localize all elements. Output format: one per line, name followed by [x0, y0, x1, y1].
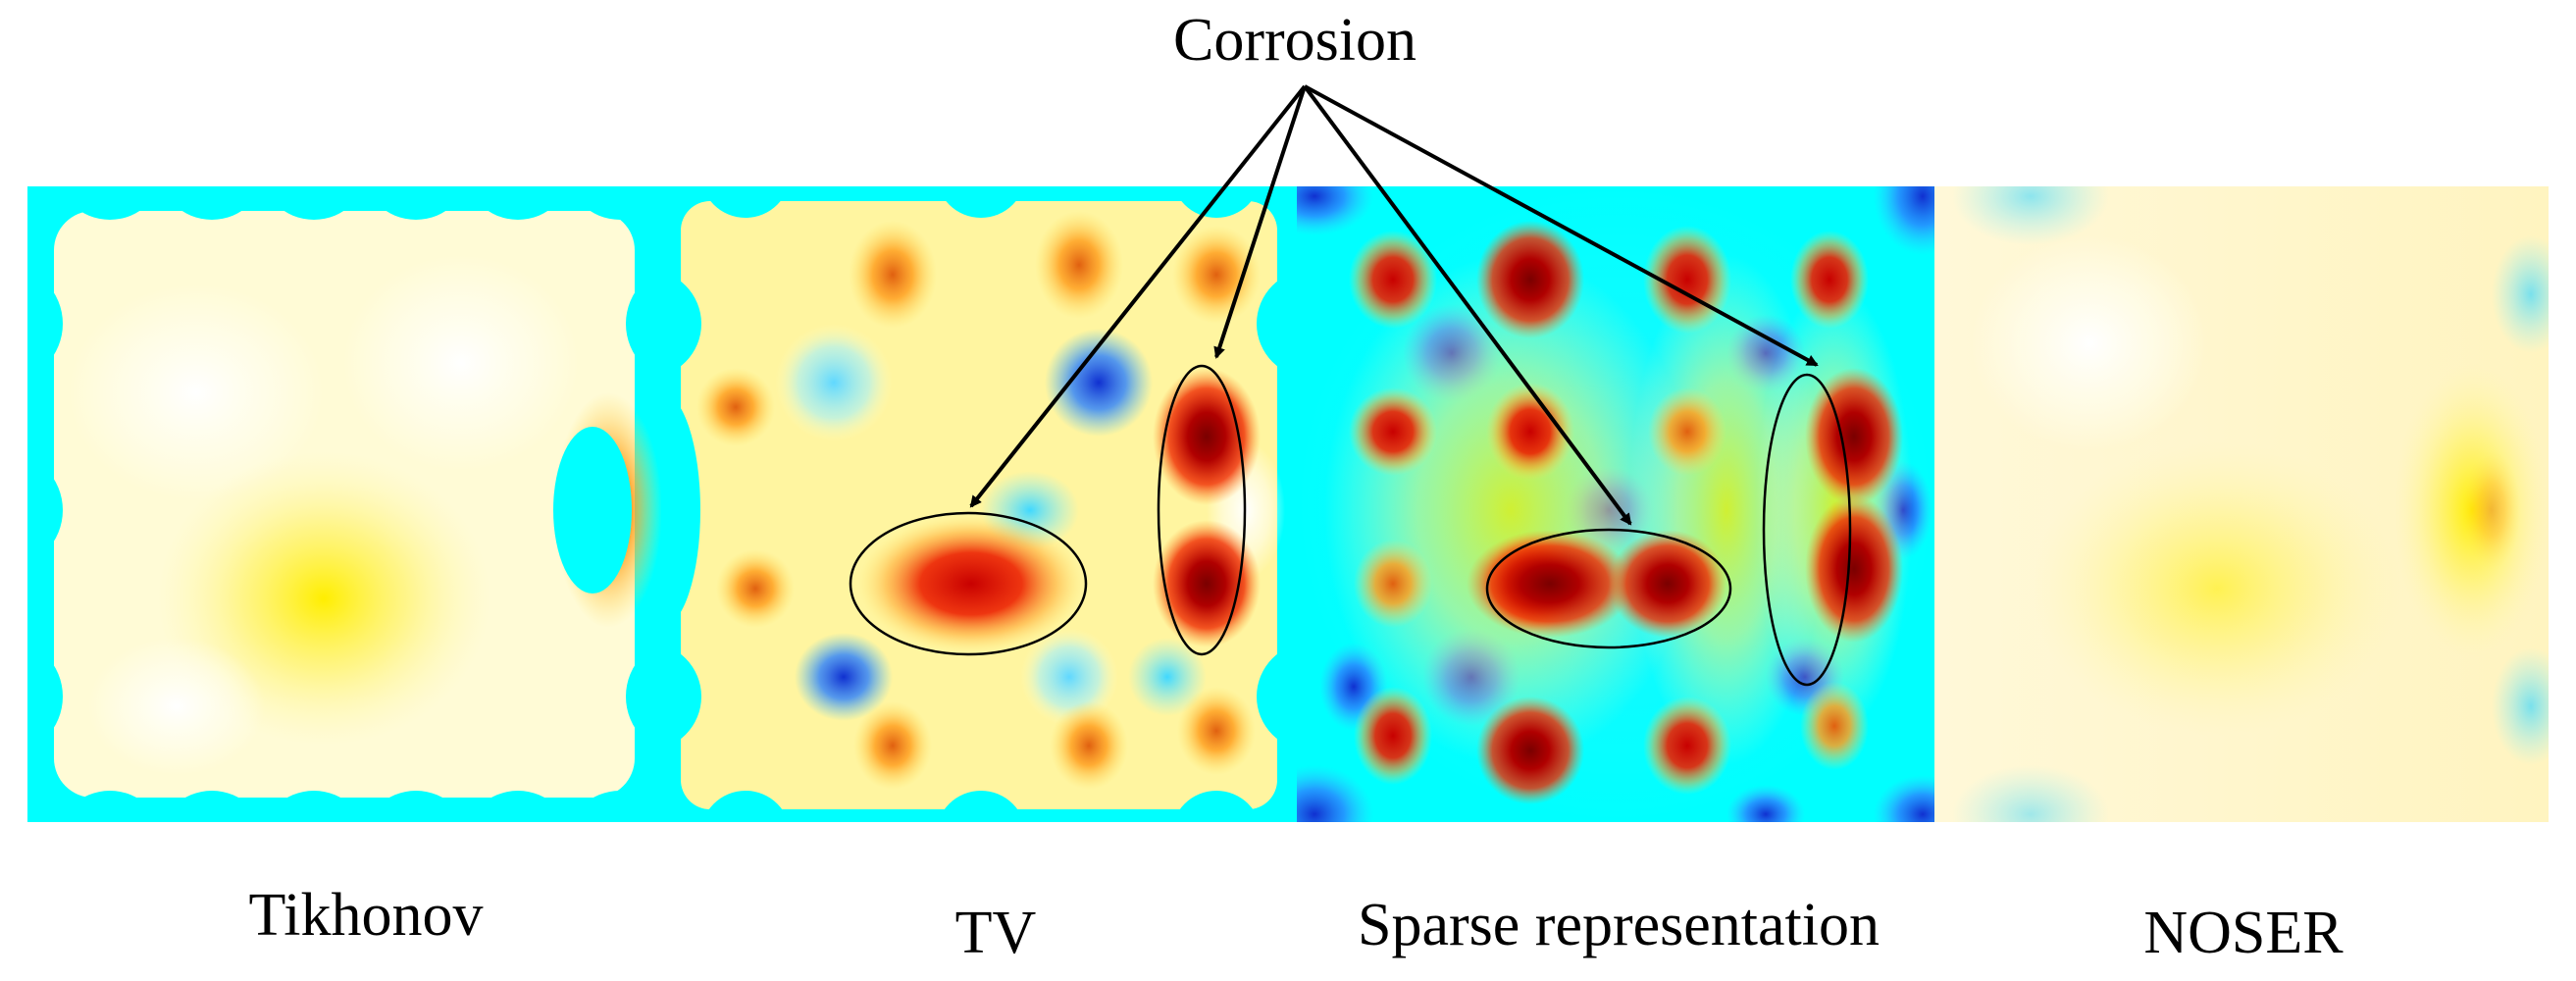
corrosion-arrows: [969, 84, 1819, 526]
arrow-3: [1303, 84, 1632, 526]
arrow-1: [969, 84, 1307, 508]
arrow-2: [1213, 85, 1307, 359]
corrosion-ellipse-sparse-1: [1485, 528, 1732, 649]
panel-tv: [661, 186, 1297, 822]
corrosion-ellipse-tv-2: [1157, 364, 1247, 656]
caption-noser: NOSER: [2143, 900, 2344, 966]
corrosion-ellipse-tv-1: [849, 511, 1088, 656]
arrow-4: [1304, 84, 1819, 367]
corrosion-ellipse-sparse-2: [1762, 373, 1852, 687]
panel-tikhonov: [27, 186, 661, 822]
caption-sparse-representation: Sparse representation: [1358, 892, 1880, 958]
panel-tikhonov-scallops: [27, 186, 661, 822]
corrosion-label: Corrosion: [1173, 7, 1417, 74]
panel-tv-scallops: [661, 186, 1297, 822]
corrosion-highlights: [849, 364, 1852, 687]
panel-noser: [1934, 186, 2549, 822]
caption-tikhonov: Tikhonov: [248, 882, 484, 949]
caption-tv: TV: [954, 900, 1037, 966]
